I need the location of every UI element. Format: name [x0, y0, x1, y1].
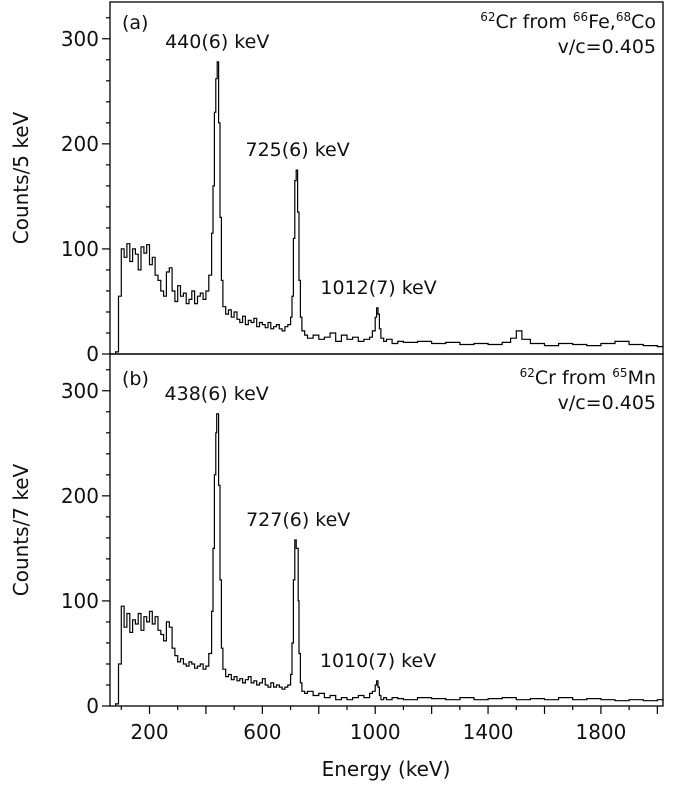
panel-b-info-line2: v/c=0.405 — [558, 392, 656, 414]
panel-a-info-sup-1: 62 — [480, 10, 495, 24]
panel-b-annotation-0: 438(6) keV — [165, 383, 269, 405]
panel-b-info-sup-2: 65 — [612, 366, 627, 380]
x-axis-title: Energy (keV) — [322, 757, 451, 781]
panel-a-info-line1: 62Cr from 66Fe,68Co — [480, 10, 656, 33]
x-tick-label-1400: 1400 — [463, 720, 514, 744]
panel-a-annotation-1: 725(6) keV — [246, 139, 350, 161]
panel-a-annotation-0: 440(6) keV — [165, 31, 269, 53]
panel-a-series-spectrum — [115, 61, 664, 354]
panel-a-y-tick-label-100: 100 — [61, 237, 99, 261]
panel-a-info-text-3: Co — [631, 11, 656, 33]
panel-b-y-tick-label-300: 300 — [61, 379, 99, 403]
panel-b-series-spectrum — [115, 413, 664, 706]
x-tick-label-1800: 1800 — [575, 720, 626, 744]
panel-b-y-ticks: 0 100 200 300 — [61, 369, 110, 718]
panel-a-info-sup-2: 66 — [573, 10, 588, 24]
panel-b-annotation-1: 727(6) keV — [246, 509, 350, 531]
panel-b-info-text-2: Mn — [628, 367, 656, 389]
panel-b-label: (b) — [122, 368, 149, 390]
panel-a-y-tick-label-200: 200 — [61, 132, 99, 156]
panel-a-info-sup-3: 68 — [616, 10, 631, 24]
x-tick-label-1000: 1000 — [350, 720, 401, 744]
panel-b-frame — [109, 353, 664, 707]
panel-b-info-line1: 62Cr from 65Mn — [520, 366, 656, 389]
panel-a-y-tick-label-0: 0 — [86, 342, 99, 366]
x-tick-label-600: 600 — [243, 720, 281, 744]
panel-a-y-tick-label-300: 300 — [61, 27, 99, 51]
panel-b-y-tick-label-0: 0 — [86, 694, 99, 718]
panel-a-info-text-2: Fe, — [588, 11, 616, 33]
panel-b-y-tick-label-200: 200 — [61, 484, 99, 508]
panel-b-y-axis-title: Counts/7 keV — [9, 463, 33, 596]
panel-b-info-sup-1: 62 — [520, 366, 535, 380]
panel-b-annotation-2: 1010(7) keV — [320, 650, 436, 672]
panel-a-info-text-1: Cr from — [496, 11, 573, 33]
panel-a-y-ticks: 0 100 200 300 — [61, 17, 110, 366]
x-tick-label-200: 200 — [130, 720, 168, 744]
panel-a-y-axis-title: Counts/5 keV — [9, 111, 33, 244]
panel-b-info-text-1: Cr from — [535, 367, 612, 389]
panel-b: 0 100 200 300 200 600 1000 1400 1800 (b) 62Cr f… — [9, 353, 664, 781]
panel-a-info-line2: v/c=0.405 — [558, 36, 656, 58]
panel-b-y-tick-label-100: 100 — [61, 589, 99, 613]
panel-a: 0 100 200 300 (a) 62Cr from 66Fe,68Co v/c=0… — [9, 1, 664, 366]
panel-a-annotation-2: 1012(7) keV — [320, 277, 436, 299]
panel-b-x-ticks: 200 600 1000 1400 1800 — [120, 706, 658, 744]
panel-a-label: (a) — [122, 12, 148, 34]
